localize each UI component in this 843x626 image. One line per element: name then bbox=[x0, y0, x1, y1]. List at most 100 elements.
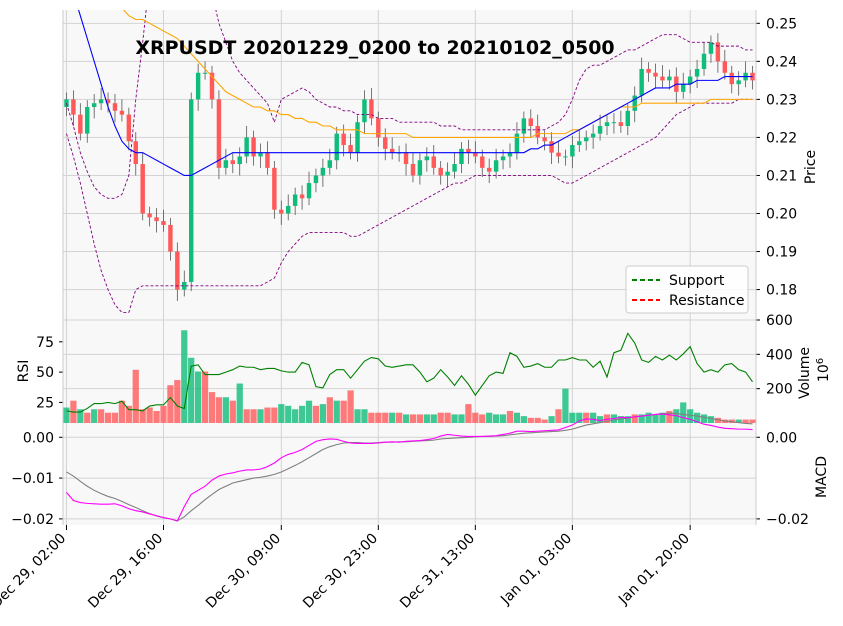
price-tick-label: 0.24 bbox=[766, 54, 797, 70]
candle-body bbox=[521, 118, 527, 134]
volume-bar bbox=[451, 414, 458, 423]
candle-body bbox=[694, 68, 700, 77]
volume-bar bbox=[271, 407, 278, 423]
candle-body bbox=[355, 122, 360, 153]
volume-bar bbox=[153, 410, 160, 423]
volume-bar bbox=[596, 416, 604, 423]
macd-tick-label: −0.01 bbox=[11, 471, 54, 487]
macd-line bbox=[66, 413, 753, 522]
candle-body bbox=[486, 167, 492, 172]
x-tick-label: Dec 31, 13:00 bbox=[397, 531, 478, 612]
candle-body bbox=[286, 205, 291, 214]
volume-bar bbox=[243, 409, 250, 423]
candle-body bbox=[140, 164, 145, 214]
sma-line bbox=[122, 10, 753, 138]
volume-bar bbox=[167, 385, 174, 423]
volume-bar bbox=[590, 412, 597, 423]
volume-bar bbox=[548, 416, 555, 423]
candle-body bbox=[556, 152, 561, 157]
volume-bar bbox=[326, 397, 333, 423]
volume-bar bbox=[84, 412, 91, 423]
candle-body bbox=[459, 148, 464, 165]
candle-body bbox=[604, 122, 610, 127]
volume-bar bbox=[472, 412, 479, 423]
volume-bar bbox=[493, 414, 500, 423]
candle-body bbox=[410, 164, 416, 176]
volume-bar bbox=[569, 412, 576, 423]
candle-body bbox=[466, 148, 471, 153]
volume-bar bbox=[555, 409, 562, 423]
volume-bar bbox=[707, 416, 715, 423]
volume-multiplier-exponent: 6 bbox=[815, 358, 826, 364]
candle-body bbox=[715, 42, 721, 62]
candle-body bbox=[514, 133, 520, 153]
candle-body bbox=[209, 72, 215, 100]
candle-body bbox=[625, 110, 631, 127]
volume-bar bbox=[749, 419, 756, 423]
candle-body bbox=[334, 133, 339, 161]
volume-bar bbox=[181, 330, 188, 423]
candle-body bbox=[126, 114, 132, 142]
candle-body bbox=[431, 156, 436, 168]
candle-body bbox=[528, 118, 533, 127]
volume-bar bbox=[659, 412, 666, 423]
candle-body bbox=[681, 84, 686, 92]
candle-body bbox=[403, 152, 409, 165]
volume-bar bbox=[652, 414, 659, 423]
volume-bar bbox=[63, 407, 70, 423]
candle-body bbox=[223, 160, 229, 168]
candle-body bbox=[597, 126, 603, 134]
volume-bar bbox=[687, 409, 694, 423]
volume-bar bbox=[146, 407, 153, 423]
candle-body bbox=[383, 137, 388, 149]
volume-bar bbox=[250, 409, 257, 423]
candle-body bbox=[306, 183, 312, 199]
volume-bar bbox=[312, 405, 320, 423]
price-tick-label: 0.19 bbox=[766, 245, 797, 261]
volume-bar bbox=[534, 417, 541, 423]
candle-body bbox=[438, 167, 443, 176]
volume-bar bbox=[458, 414, 465, 423]
volume-bar bbox=[437, 412, 444, 423]
volume-bar bbox=[423, 414, 430, 423]
candle-body bbox=[424, 156, 430, 161]
volume-bar bbox=[111, 412, 119, 423]
volume-bar bbox=[520, 416, 527, 423]
volume-bar bbox=[319, 404, 326, 423]
macd-panel bbox=[63, 423, 756, 525]
volume-bar bbox=[624, 416, 631, 423]
volume-bar bbox=[631, 414, 638, 423]
volume-bar bbox=[389, 412, 396, 423]
volume-bar bbox=[603, 414, 611, 423]
volume-bar bbox=[375, 412, 382, 423]
candle-body bbox=[653, 72, 658, 77]
candle-body bbox=[646, 68, 651, 73]
candle-body bbox=[542, 137, 547, 142]
candle-body bbox=[154, 217, 159, 222]
rsi-tick-label: 25 bbox=[36, 395, 54, 411]
volume-bar bbox=[486, 412, 493, 423]
volume-bar bbox=[305, 400, 313, 423]
volume-bar bbox=[208, 392, 216, 423]
volume-bar bbox=[666, 410, 673, 423]
candle-body bbox=[708, 42, 714, 54]
candle-body bbox=[611, 122, 617, 124]
volume-tick-label: 400 bbox=[766, 347, 793, 363]
volume-bar bbox=[77, 409, 84, 423]
candle-body bbox=[71, 99, 76, 115]
candle-body bbox=[369, 99, 374, 119]
price-tick-label: 0.18 bbox=[766, 283, 797, 299]
x-tick-label: Dec 29, 02:00 bbox=[0, 531, 69, 612]
candle-body bbox=[549, 141, 554, 153]
candle-body bbox=[660, 76, 665, 81]
candle-body bbox=[279, 209, 284, 214]
candle-body bbox=[320, 167, 326, 176]
volume-bar bbox=[333, 400, 340, 423]
candle-body bbox=[313, 175, 319, 184]
rsi-tick-label: 50 bbox=[36, 365, 54, 381]
bollinger-mid-line bbox=[78, 10, 753, 177]
volume-bar bbox=[215, 397, 223, 423]
candle-body bbox=[577, 141, 582, 146]
volume-bar bbox=[278, 404, 285, 423]
candle-body bbox=[362, 99, 367, 123]
